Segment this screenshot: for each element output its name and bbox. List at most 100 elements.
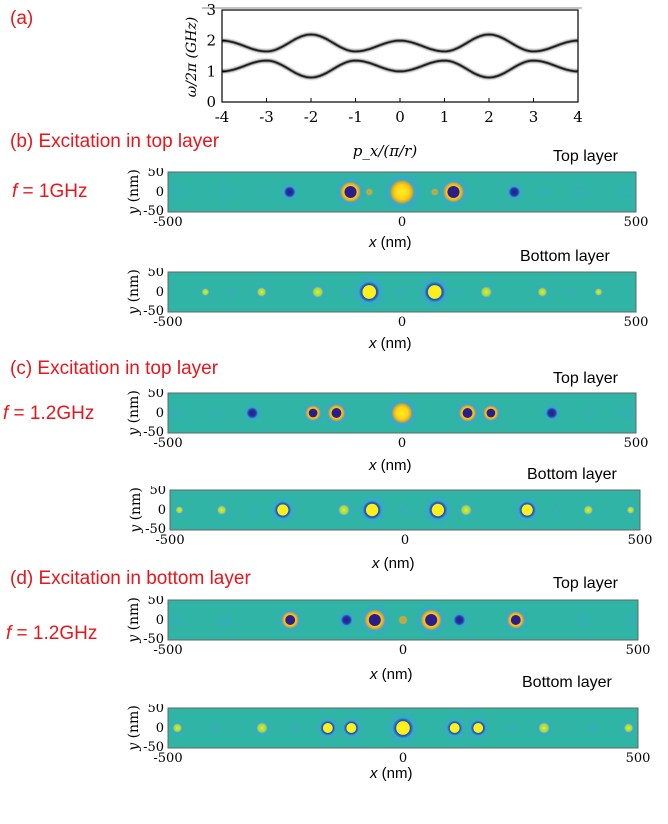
- field-spot-weak: [365, 188, 374, 196]
- layer-label-top: Top layer: [553, 370, 618, 387]
- x-tick-label: 1: [440, 108, 450, 126]
- field-ring: [171, 614, 184, 626]
- x-tick-labels: -4 -3 -2 -1 0 1 2 3 4: [215, 98, 583, 126]
- x-tick-label: 0: [399, 643, 407, 658]
- band-line-upper: [222, 33, 578, 53]
- layer-label-bottom: Bottom layer: [522, 674, 612, 691]
- field-spot-weak: [583, 505, 594, 515]
- field-spot-weak: [256, 722, 268, 734]
- layer-label-bottom: Bottom layer: [527, 466, 617, 483]
- x-tick-label: 500: [626, 751, 651, 766]
- field-ring: [565, 287, 576, 297]
- panel-label-b: (b) Excitation in top layer: [10, 131, 220, 152]
- field-ring: [586, 723, 596, 733]
- x-tick-label: -500: [153, 215, 182, 230]
- field-spot-positive: [391, 402, 413, 424]
- field-spot-weak: [311, 286, 324, 298]
- y-tick-label: 0: [206, 93, 216, 111]
- field-ring: [573, 186, 586, 198]
- field-ring: [620, 186, 633, 198]
- x-tick-label: 0: [398, 315, 406, 330]
- field-spot-core: [331, 408, 342, 418]
- y-axis-label: y (nm): [126, 169, 142, 216]
- y-tick-label: -50: [143, 304, 164, 319]
- map-frame: [167, 707, 639, 749]
- y-tick-label: 50: [147, 704, 164, 716]
- x-tick-label: 500: [626, 643, 651, 658]
- y-tick-label: 50: [147, 596, 164, 608]
- x-tick-label: -500: [153, 751, 182, 766]
- field-spot-weak: [460, 504, 473, 516]
- field-ring: [620, 407, 633, 419]
- x-axis-label: x (nm): [372, 555, 415, 572]
- y-axis-label: y (nm): [126, 705, 142, 752]
- field-ring: [622, 614, 635, 626]
- panel-label-d: (d) Excitation in bottom layer: [10, 568, 251, 589]
- map-frame: [167, 171, 637, 213]
- field-spot-core: [344, 185, 357, 199]
- x-tick-label: -4: [215, 108, 230, 126]
- field-ring: [210, 408, 220, 418]
- field-spot-core: [431, 503, 445, 517]
- x-tick-label: -500: [153, 315, 182, 330]
- field-ring: [399, 504, 411, 516]
- x-axis-label: x (nm): [370, 666, 413, 683]
- field-spot-core: [473, 723, 484, 733]
- field-spot-core: [510, 615, 521, 625]
- x-tick-label: 0: [399, 751, 407, 766]
- y-axis-label: y (nm): [126, 269, 142, 316]
- panel-label-c: (c) Excitation in top layer: [10, 358, 219, 379]
- x-tick-label: -2: [304, 108, 319, 126]
- y-tick-label: 50: [147, 268, 164, 280]
- field-ring: [228, 287, 239, 297]
- field-ring: [210, 723, 220, 733]
- y-tick-label: 50: [149, 486, 166, 498]
- x-tick-label: 0: [398, 215, 406, 230]
- field-ring: [218, 186, 231, 198]
- map-frame: [167, 392, 637, 434]
- field-spot-weak: [480, 286, 493, 298]
- x-tick-label: 500: [624, 315, 649, 330]
- x-tick-label: -500: [153, 436, 182, 451]
- field-spot-core: [449, 723, 460, 733]
- dispersion-bands: [222, 31, 578, 81]
- field-ring: [218, 614, 231, 626]
- field-ring: [537, 187, 548, 197]
- field-spot-weak: [337, 504, 350, 516]
- field-spot-core: [521, 504, 533, 516]
- y-tick-label: 50: [147, 389, 164, 401]
- field-spot-weak: [201, 288, 210, 296]
- field-spot-core: [462, 408, 473, 418]
- y-tick-label: -50: [143, 425, 164, 440]
- layer-label-top: Top layer: [553, 575, 618, 592]
- field-ring: [341, 287, 351, 297]
- freq-label-b: f = 1GHz: [12, 181, 88, 202]
- field-map-d-bot: 500-50y (nm)-500 0 500: [126, 704, 651, 766]
- field-spot-weak: [256, 287, 267, 297]
- field-spot-weak: [172, 723, 183, 733]
- field-ring: [396, 286, 408, 298]
- freq-label-c: f = 1.2GHz: [3, 403, 95, 424]
- field-spot-weak: [537, 287, 548, 297]
- field-ring: [506, 723, 516, 733]
- field-spot-core: [308, 408, 318, 418]
- layer-label-bottom: Bottom layer: [520, 248, 610, 265]
- y-tick-label: 0: [156, 721, 164, 736]
- field-spot-weak: [175, 506, 184, 514]
- field-ring: [256, 187, 267, 197]
- y-tick-label: -50: [143, 632, 164, 647]
- freq-label-d: f = 1.2GHz: [6, 623, 98, 644]
- y-axis-label: y (nm): [126, 597, 142, 644]
- field-spot-core: [396, 721, 410, 735]
- y-tick-label: 0: [158, 503, 166, 518]
- field-spot-core: [427, 285, 442, 299]
- field-spot-negative: [340, 614, 353, 626]
- field-spot-negative: [508, 186, 521, 198]
- field-spot-core: [368, 613, 381, 627]
- x-axis-label: x (nm): [370, 765, 413, 782]
- field-spot-weak: [398, 615, 408, 625]
- x-tick-label: -500: [153, 643, 182, 658]
- field-ring: [290, 723, 300, 733]
- x-tick-label: -3: [259, 108, 274, 126]
- field-spot-core: [447, 185, 460, 199]
